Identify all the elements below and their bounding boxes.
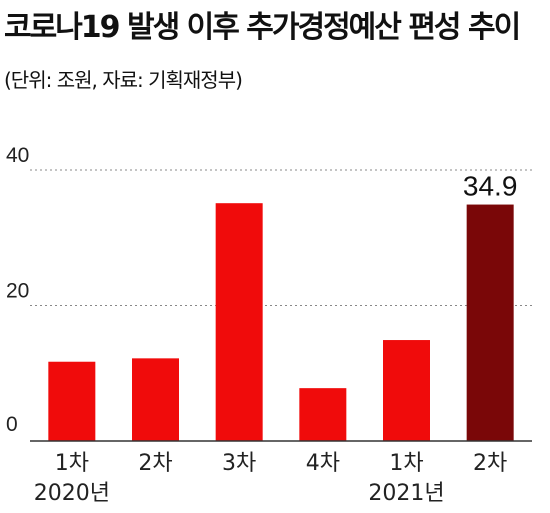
bar [215, 203, 263, 441]
chart-subtitle: (단위: 조원, 자료: 기획재정부) [4, 68, 243, 92]
chart-title: 코로나19 발생 이후 추가경정예산 편성 추이 [4, 10, 521, 45]
x-tick-label: 3차 [222, 451, 256, 476]
bar [383, 340, 430, 441]
group-label: 2020년 [34, 481, 110, 506]
x-tick-label: 4차 [306, 451, 340, 476]
x-tick-label: 2차 [473, 451, 507, 476]
bar [48, 361, 96, 441]
bar [466, 204, 514, 441]
bar [299, 388, 347, 441]
x-tick-label: 1차 [55, 451, 89, 476]
bar [132, 358, 179, 441]
data-label: 34.9 [463, 171, 518, 202]
y-tick-label: 40 [6, 144, 29, 167]
x-tick-label: 1차 [389, 451, 423, 476]
group-label: 2021년 [368, 481, 444, 506]
y-tick-label: 20 [6, 280, 29, 303]
x-tick-label: 2차 [138, 451, 172, 476]
y-tick-label: 0 [6, 413, 18, 436]
